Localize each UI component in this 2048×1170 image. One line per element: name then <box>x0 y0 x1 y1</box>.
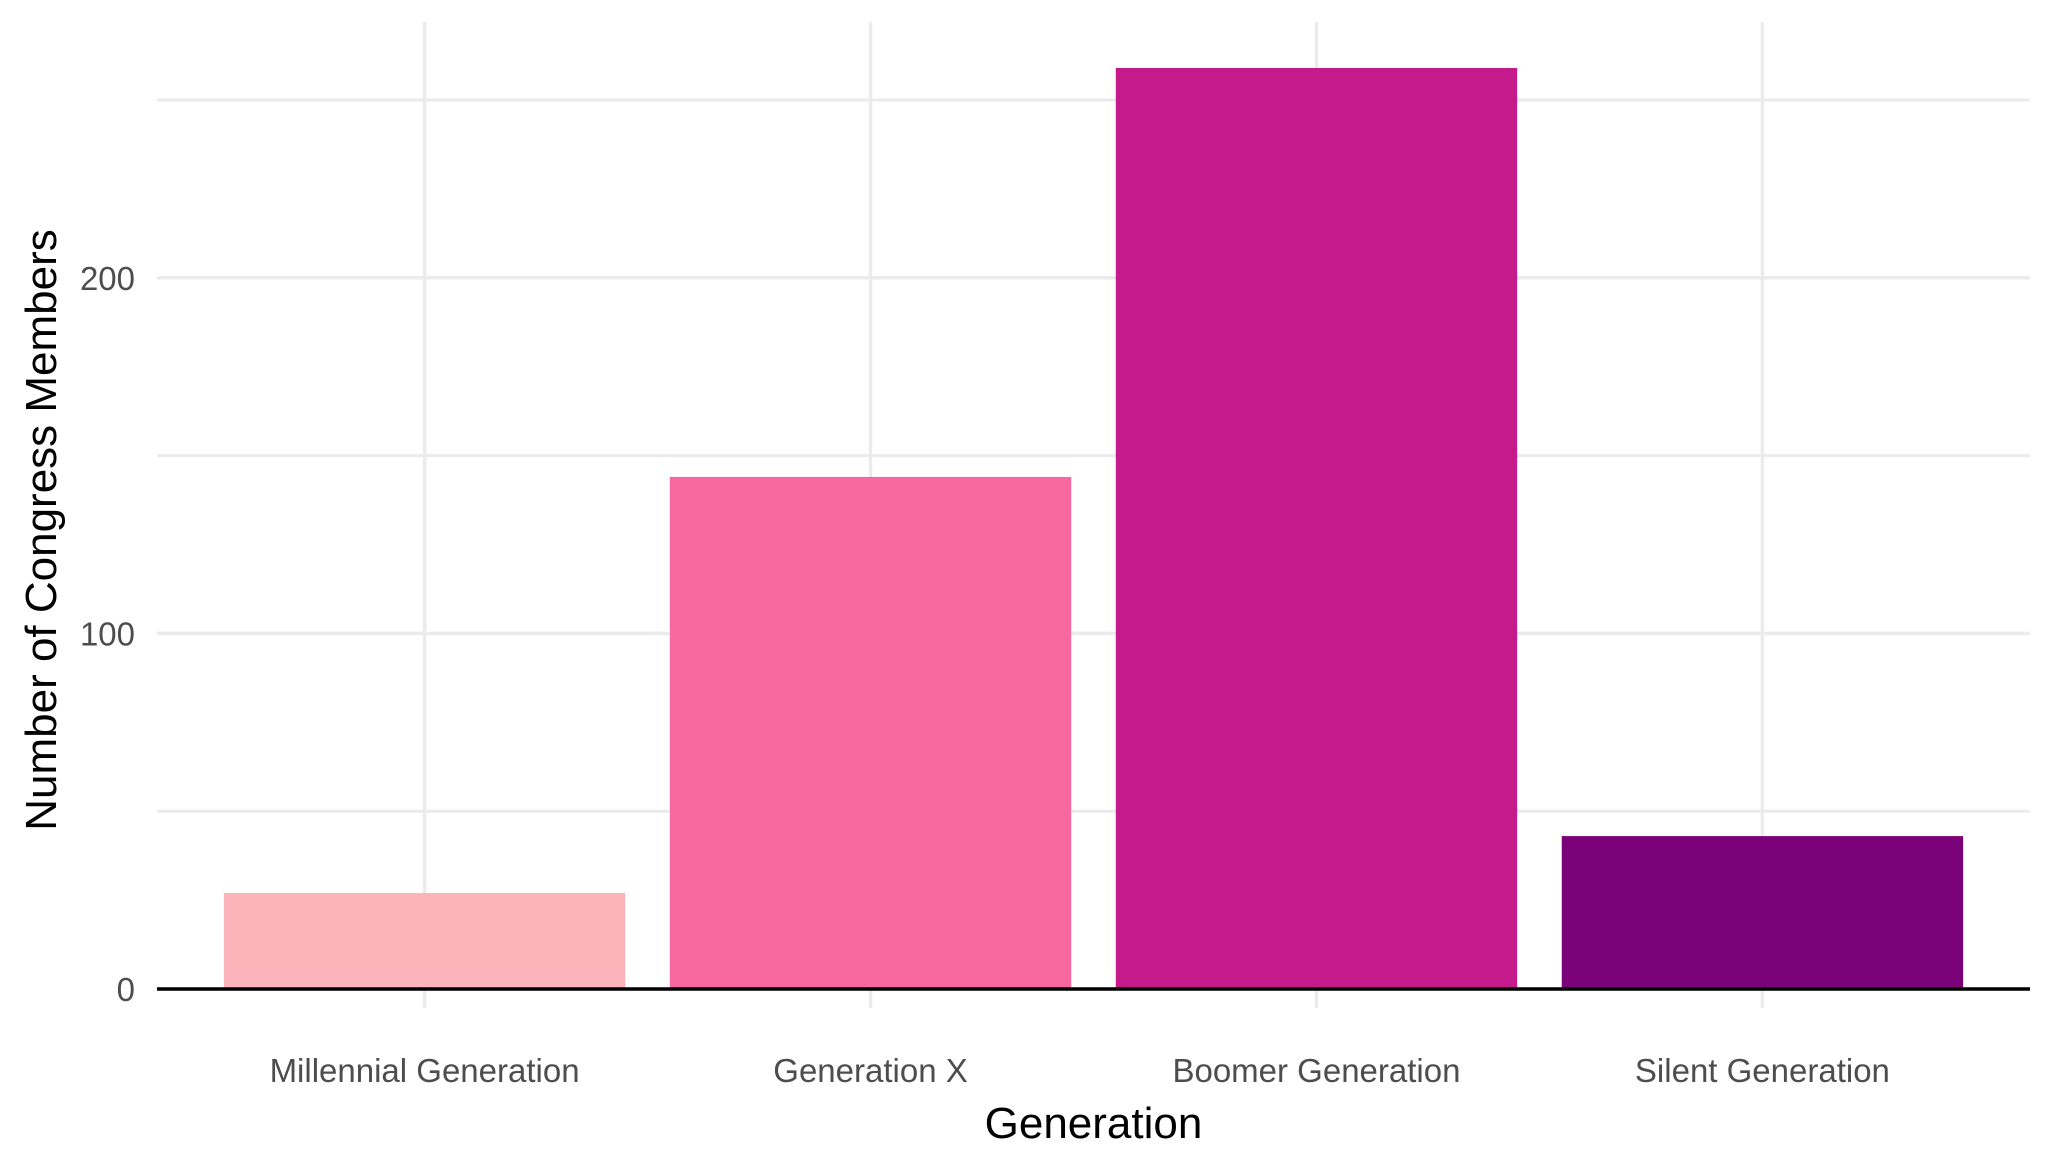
x-tick-label: Millennial Generation <box>270 1052 580 1089</box>
bar-silent-generation <box>1561 836 1964 989</box>
bar-boomer-generation <box>1115 68 1518 989</box>
x-axis-title: Generation <box>985 1099 1203 1148</box>
bar-generation-x <box>669 476 1072 989</box>
bars <box>223 68 1964 989</box>
y-tick-label: 0 <box>117 971 135 1008</box>
y-axis-tick-labels: 0 100 200 <box>80 260 135 1008</box>
y-tick-label: 100 <box>80 615 135 652</box>
bar-millennial-generation <box>223 892 626 989</box>
y-tick-label: 200 <box>80 260 135 297</box>
x-tick-label: Generation X <box>773 1052 967 1089</box>
x-tick-label: Silent Generation <box>1635 1052 1890 1089</box>
x-axis-tick-labels: Millennial Generation Generation X Boomer … <box>270 1052 1890 1089</box>
x-tick-label: Boomer Generation <box>1172 1052 1460 1089</box>
y-axis-title: Number of Congress Members <box>17 229 66 831</box>
